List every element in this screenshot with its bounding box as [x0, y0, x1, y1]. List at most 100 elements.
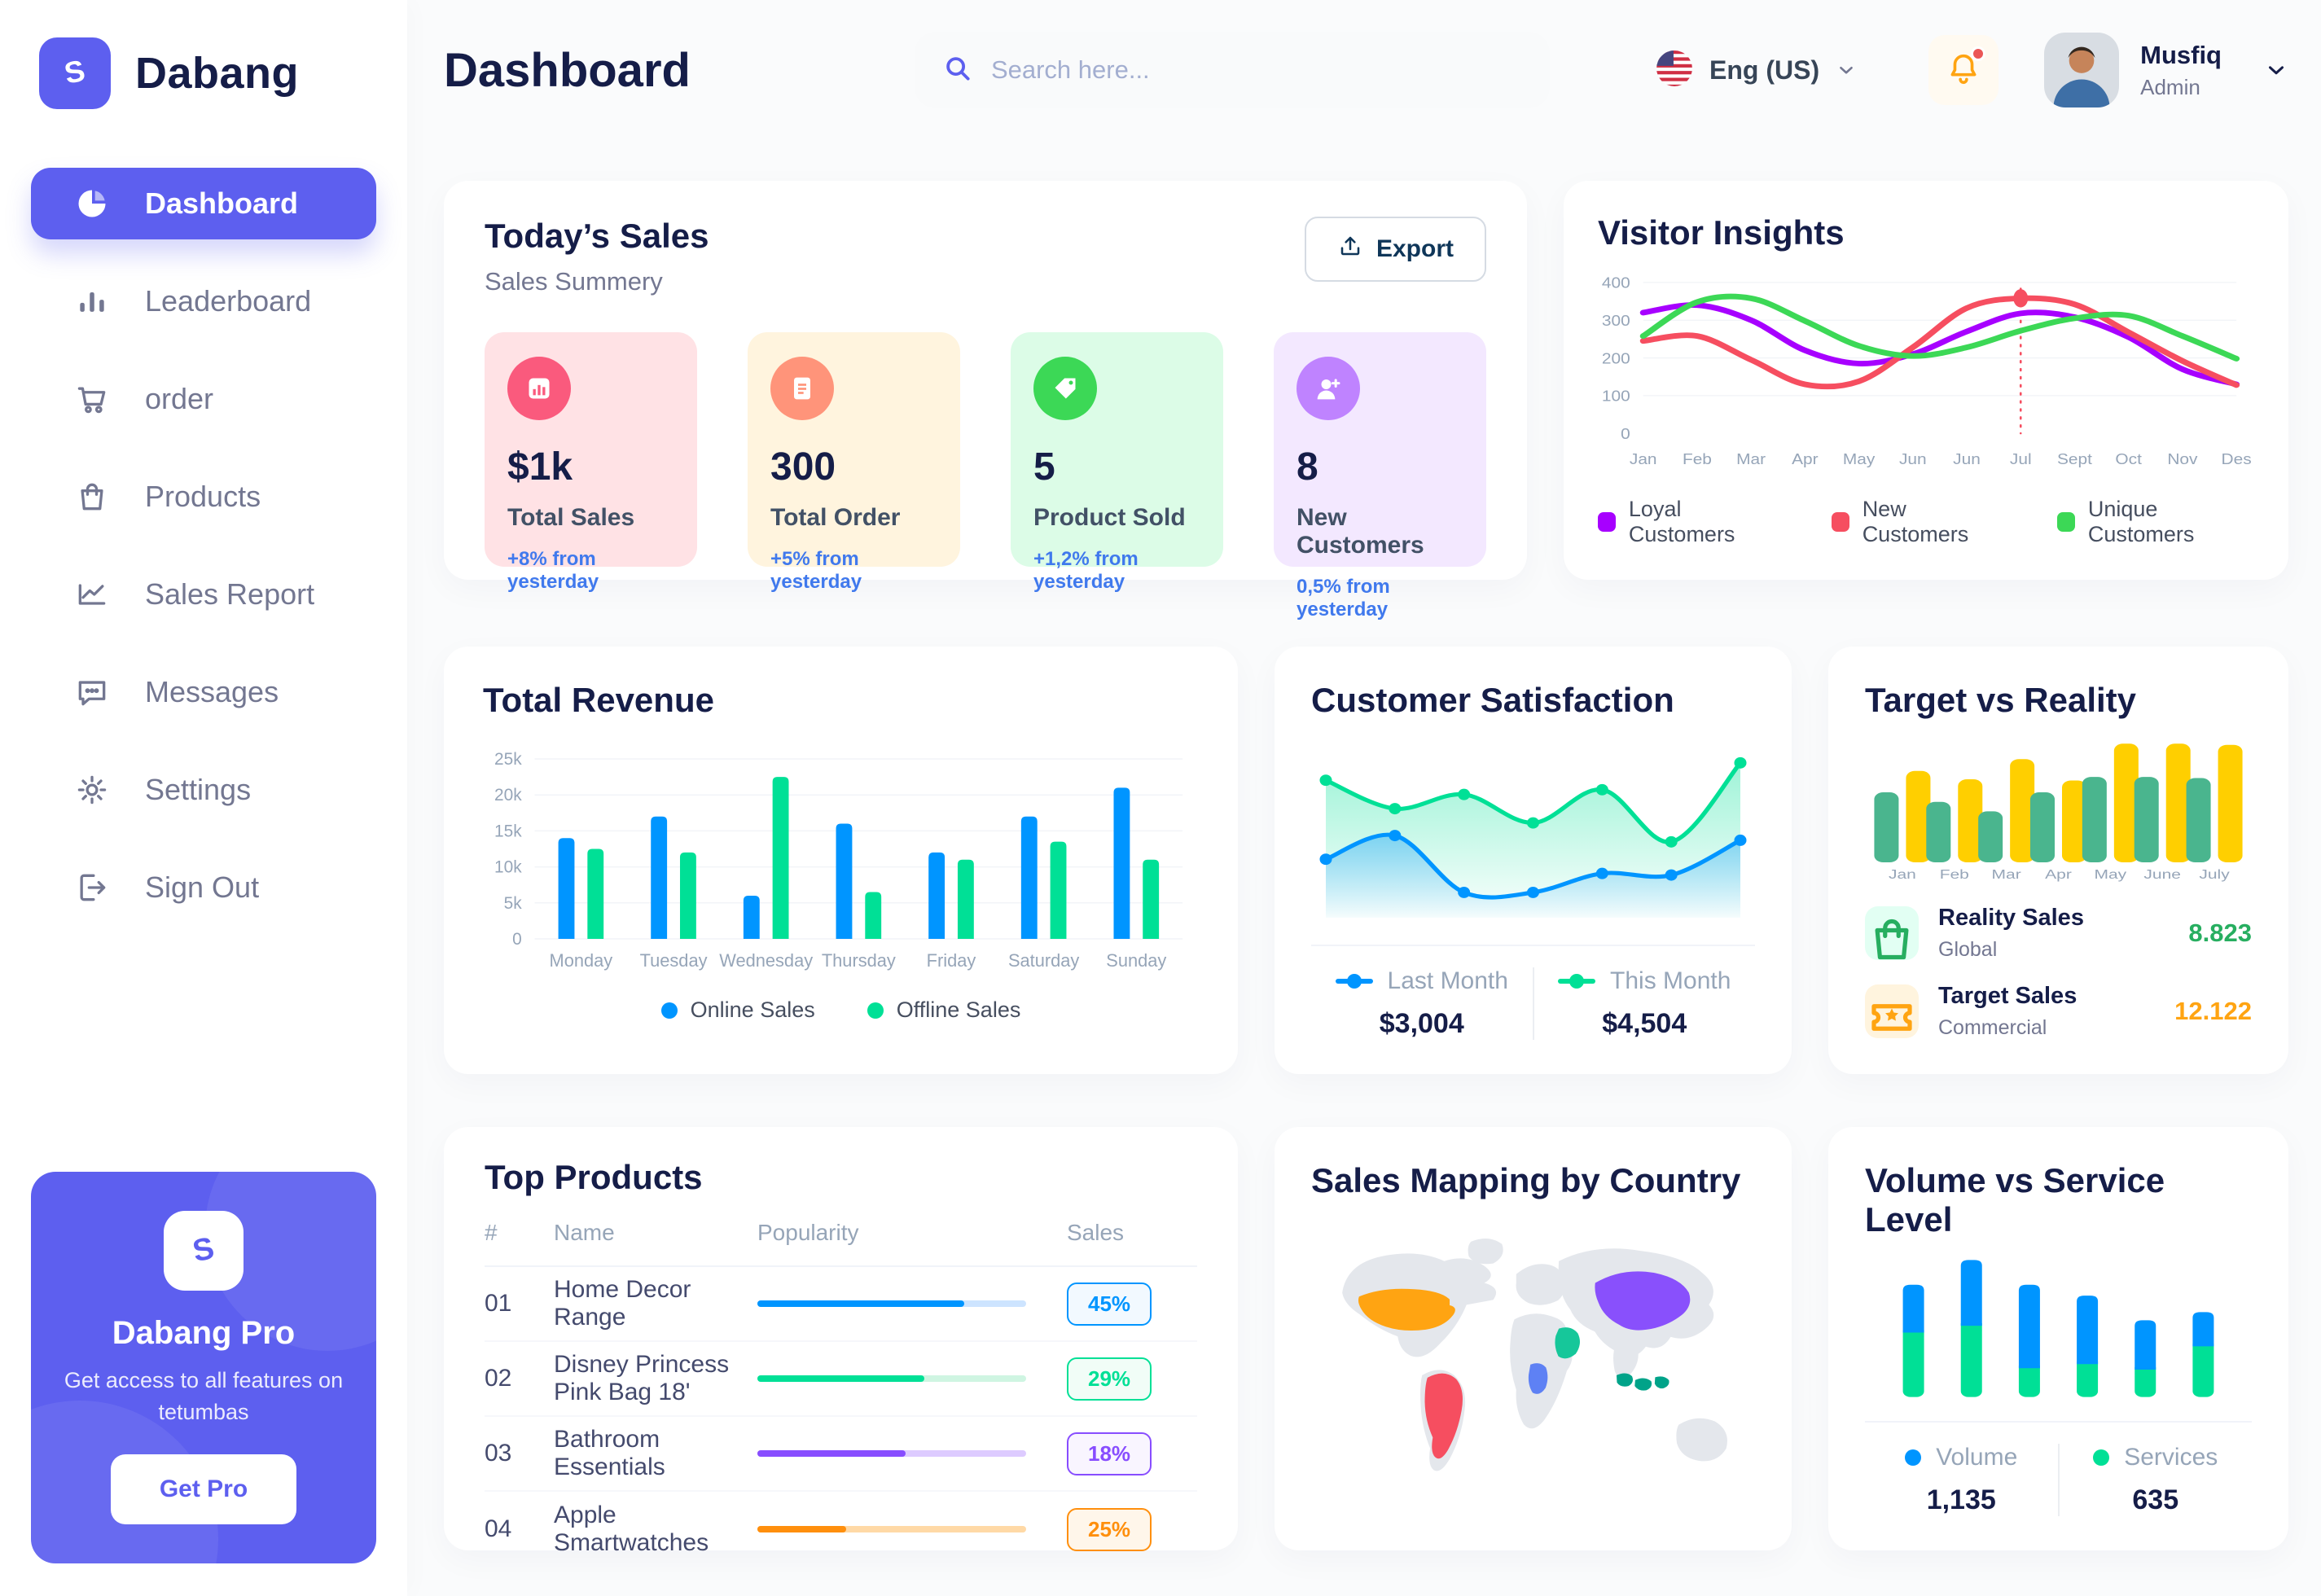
divider [1311, 945, 1755, 946]
search-input[interactable] [990, 55, 1522, 85]
australia [1676, 1418, 1727, 1462]
today-sales-title: Today’s Sales [485, 217, 709, 255]
popularity-bar [757, 1375, 1026, 1382]
app-name: Dabang [135, 49, 300, 98]
legend-volume: Volume 1,135 [1865, 1444, 2058, 1516]
svg-text:Jan: Jan [1630, 451, 1657, 467]
user-name: Musfiq [2140, 40, 2222, 69]
svg-text:300: 300 [1602, 313, 1630, 329]
bar-chart-icon [73, 283, 111, 320]
search-box [914, 32, 1550, 108]
today-sales-card: Today’s Sales Sales Summery Export [444, 181, 1527, 620]
top-products-card: Top Products # Name Popularity Sales 01 … [444, 1127, 1238, 1556]
row-2: Total Revenue 0 5k 10k 15k 20k 25k Monday Tuesd… [444, 647, 2288, 1074]
notification-bell[interactable] [1928, 35, 1999, 105]
svg-text:0: 0 [512, 930, 522, 949]
country-dr-congo [1528, 1363, 1548, 1394]
sign-out-icon [73, 869, 111, 906]
ticket-icon [1865, 984, 1919, 1038]
cart-icon [73, 380, 111, 418]
today-sales-subtitle: Sales Summery [485, 267, 663, 296]
export-icon [1337, 233, 1363, 265]
svg-text:Tuesday: Tuesday [640, 950, 708, 971]
tag-icon [1033, 357, 1097, 420]
svg-text:Jul: Jul [2010, 451, 2032, 467]
stat-product-sold: 5 Product Sold +1,2% from yesterday [1011, 332, 1223, 593]
legend-item: Online Sales [660, 998, 815, 1023]
sales-badge: 45% [1067, 1282, 1152, 1326]
svg-text:Jun: Jun [1899, 451, 1927, 467]
sales-map-title: Sales Mapping by Country [1311, 1161, 1741, 1199]
message-icon [73, 673, 111, 711]
sidebar-item-sales-report[interactable]: Sales Report [31, 559, 376, 630]
world-map [1342, 1238, 1727, 1471]
sales-map-card: Sales Mapping by Country [1275, 1127, 1792, 1550]
language-selector[interactable]: Eng (US) [1656, 50, 1857, 91]
svg-text:May: May [2095, 866, 2127, 881]
svg-text:May: May [1843, 451, 1876, 467]
svg-text:Jan: Jan [1889, 866, 1916, 881]
row-3: Top Products # Name Popularity Sales 01 … [444, 1127, 2288, 1556]
svg-text:Sept: Sept [2057, 451, 2093, 467]
pro-promo-card: S Dabang Pro Get access to all features … [31, 1171, 376, 1563]
total-revenue-chart: 0 5k 10k 15k 20k 25k Monday Tuesday Wednesday Thu… [494, 750, 1183, 971]
legend-services: Services 635 [2057, 1444, 2253, 1516]
svg-text:25k: 25k [494, 750, 522, 769]
promo-title: Dabang Pro [112, 1314, 296, 1351]
volume-service-title: Volume vs Service Level [1865, 1161, 2165, 1239]
visitor-insights-title: Visitor Insights [1598, 213, 1845, 252]
legend-last-month: Last Month $3,004 [1311, 967, 1533, 1040]
svg-text:June: June [2143, 866, 2181, 881]
sidebar-item-label: Dashboard [145, 186, 299, 220]
sidebar-item-products[interactable]: Products [31, 461, 376, 533]
svg-text:5k: 5k [504, 894, 523, 913]
country-brazil [1424, 1373, 1463, 1459]
svg-text:200: 200 [1602, 351, 1630, 367]
sidebar-item-leaderboard[interactable]: Leaderboard [31, 265, 376, 337]
svg-text:Sunday: Sunday [1106, 950, 1166, 971]
sidebar-item-order[interactable]: order [31, 363, 376, 435]
customer-satisfaction-chart [1319, 756, 1747, 918]
svg-text:Mar: Mar [1736, 451, 1766, 467]
dabang-pro-icon: S [164, 1210, 244, 1291]
chevron-down-icon [1836, 59, 1857, 81]
svg-text:Nov: Nov [2167, 451, 2197, 467]
svg-text:0: 0 [1621, 426, 1630, 442]
svg-text:S: S [190, 1230, 217, 1269]
total-revenue-legend: Online Sales Offline Sales [483, 998, 1199, 1023]
svg-text:10k: 10k [494, 858, 522, 877]
svg-text:Feb: Feb [1940, 866, 1969, 881]
volume-service-legend: Volume 1,135 Services 635 [1865, 1444, 2252, 1516]
target-vs-reality-card: Target vs Reality Jan Feb Mar Apr May June Jul… [1828, 647, 2288, 1074]
export-button[interactable]: Export [1304, 217, 1486, 282]
table-row: 03 Bathroom Essentials 18% [485, 1417, 1197, 1492]
chevron-down-icon [2264, 58, 2288, 82]
svg-text:100: 100 [1602, 388, 1630, 405]
sidebar-item-label: order [145, 382, 214, 415]
sidebar-item-settings[interactable]: Settings [31, 754, 376, 826]
greenland [1468, 1238, 1503, 1265]
svg-text:S: S [61, 54, 88, 90]
sidebar-nav: Dashboard Leaderboard order Products [31, 168, 376, 949]
user-avatar [2044, 33, 2120, 107]
volume-service-chart [1902, 1260, 2214, 1397]
sidebar-item-label: Settings [145, 773, 252, 806]
legend-reality-sales: Reality Sales Global 8.823 [1865, 905, 2252, 962]
svg-text:Friday: Friday [927, 950, 976, 971]
svg-text:Des: Des [2222, 451, 2252, 467]
sales-chart-icon [507, 357, 571, 420]
popularity-bar [757, 1450, 1026, 1457]
europe [1516, 1264, 1564, 1305]
user-menu[interactable]: Musfiq Admin [2044, 33, 2288, 107]
svg-text:Wednesday: Wednesday [719, 950, 813, 971]
bag-icon [73, 478, 111, 515]
sidebar-item-label: Messages [145, 675, 279, 708]
sidebar-item-sign-out[interactable]: Sign Out [31, 852, 376, 923]
sidebar-item-label: Sales Report [145, 577, 315, 611]
pie-chart-icon [73, 185, 111, 222]
sidebar-item-dashboard[interactable]: Dashboard [31, 168, 376, 239]
get-pro-button[interactable]: Get Pro [111, 1454, 296, 1524]
sidebar-item-messages[interactable]: Messages [31, 656, 376, 728]
order-file-icon [770, 357, 834, 420]
